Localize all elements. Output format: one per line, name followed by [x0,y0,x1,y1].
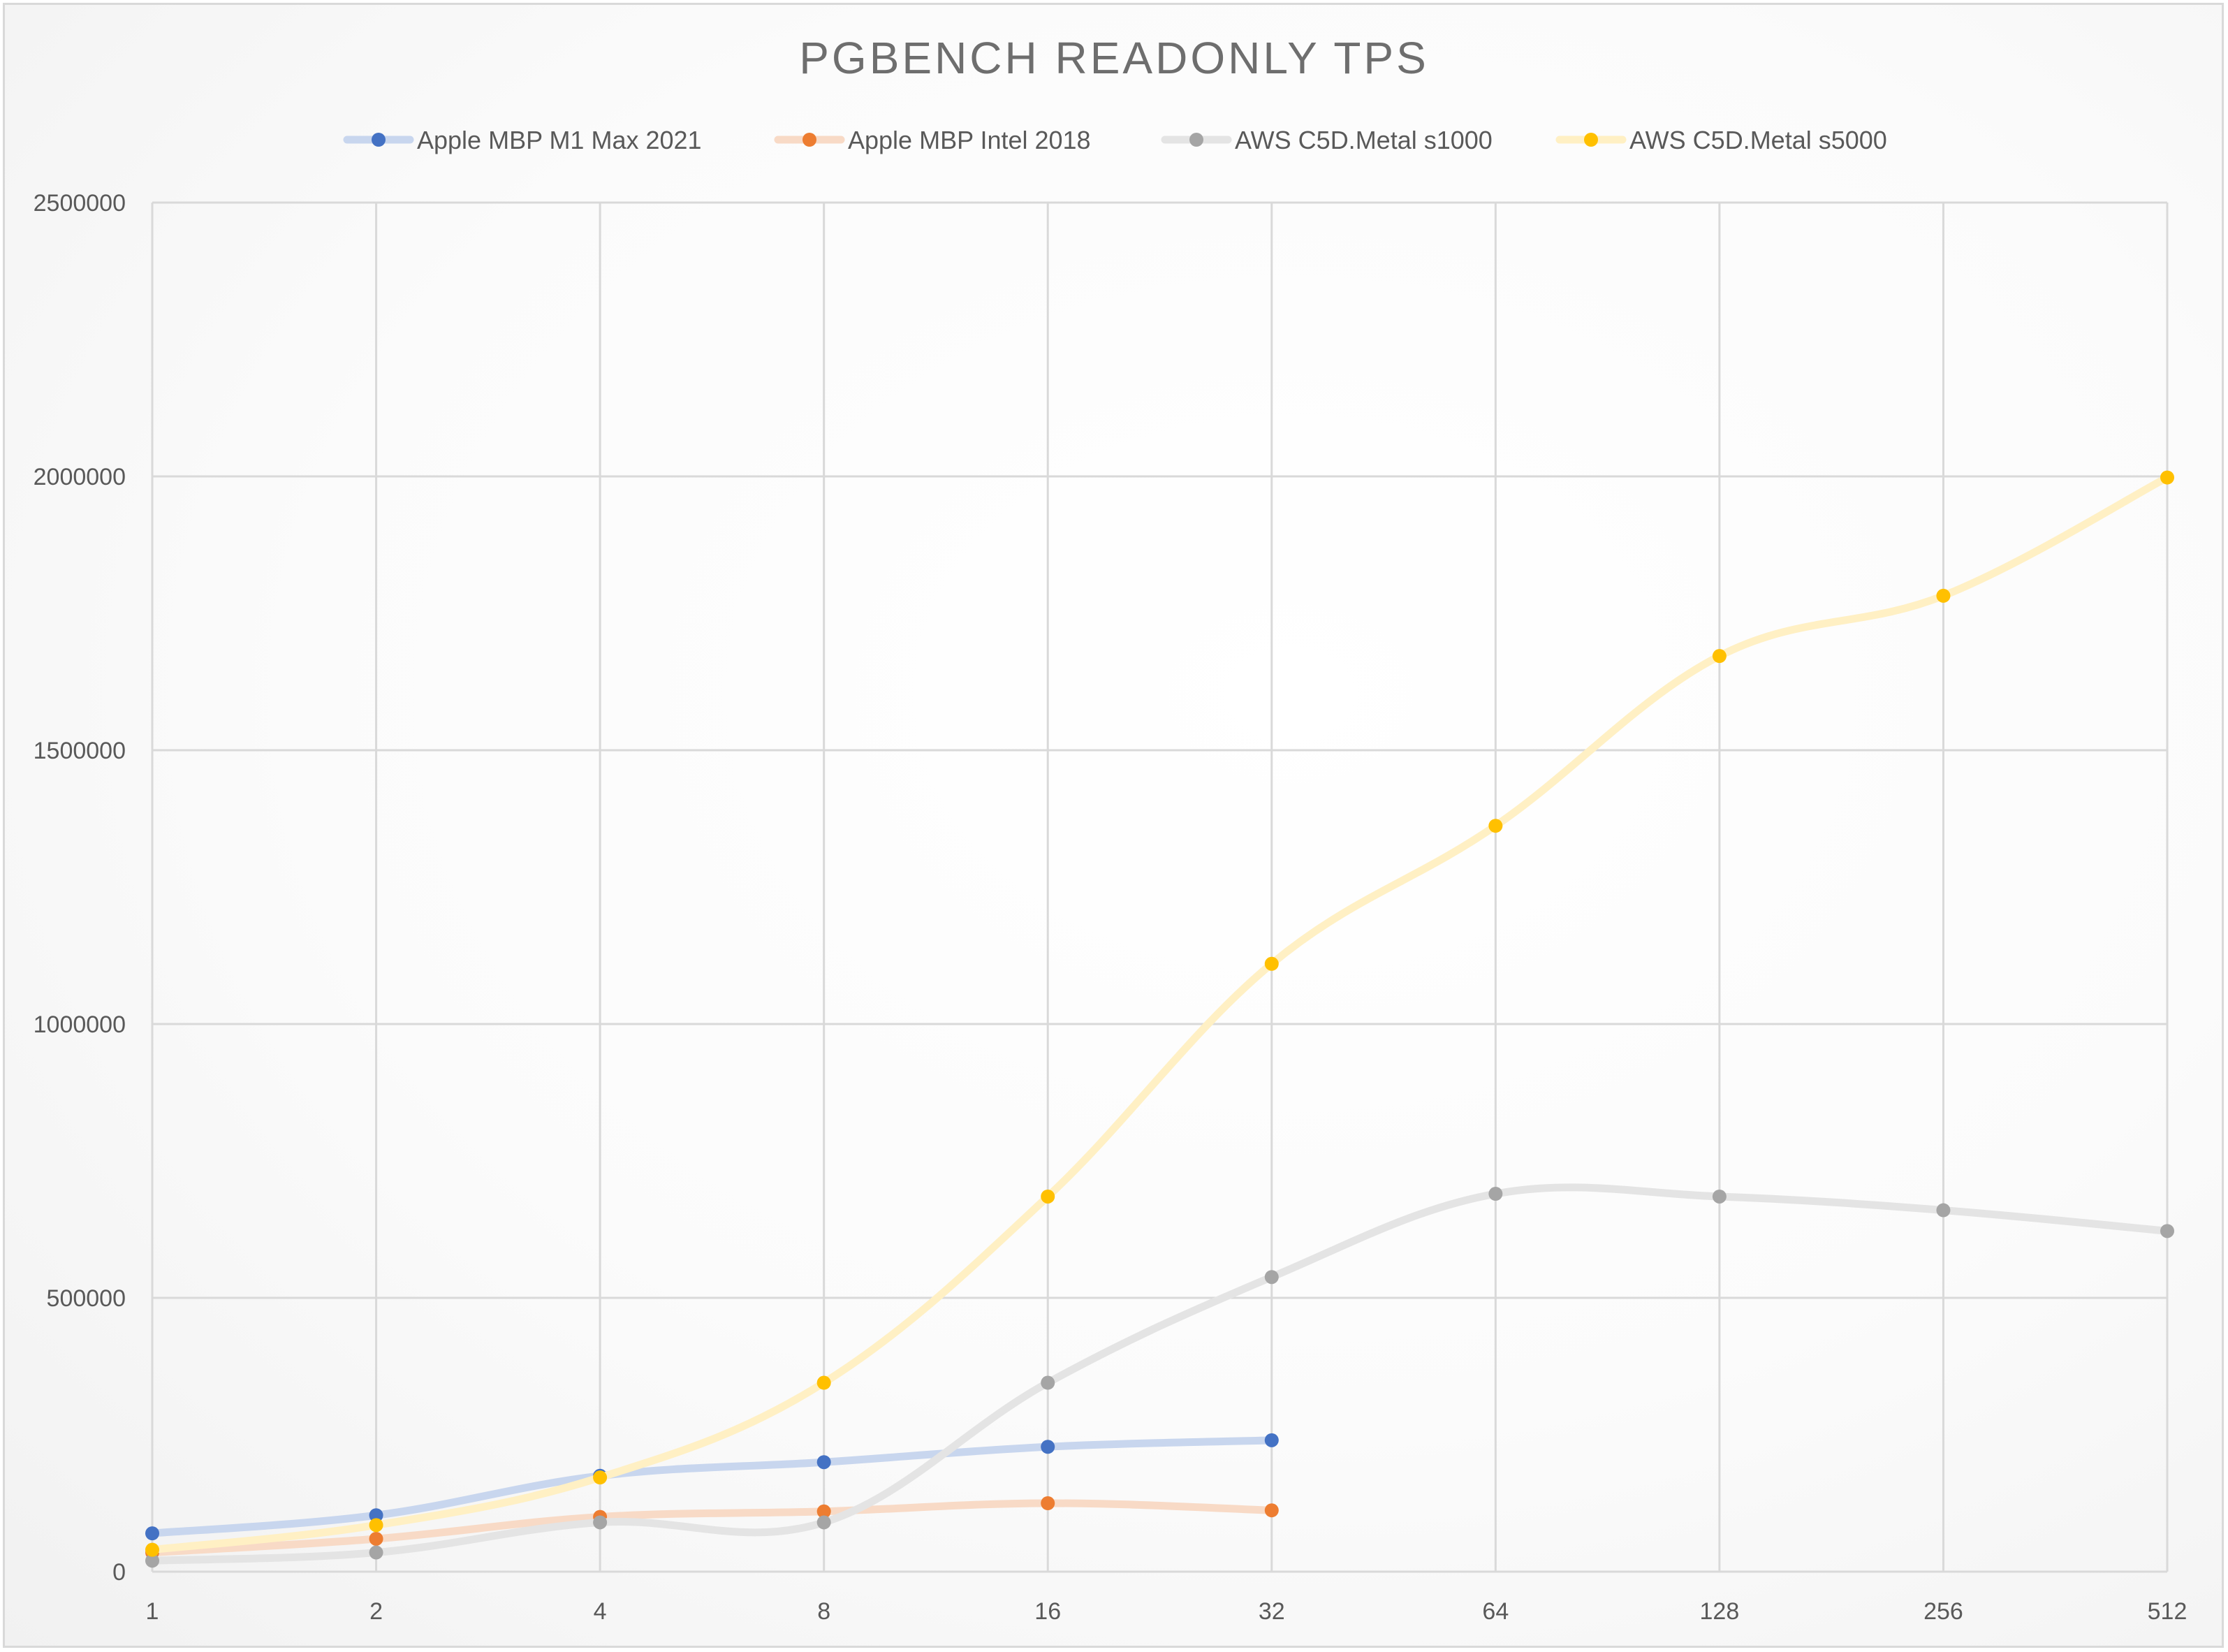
x-tick-label: 64 [1482,1598,1509,1625]
data-point [816,1455,831,1470]
series-line [148,1436,1276,1537]
legend-label: Apple MBP M1 Max 2021 [417,126,702,154]
data-point [1712,649,1727,664]
data-point [145,1542,159,1557]
y-axis: 0 500000 1000000 1500000 2000000 2500000 [34,190,126,1586]
data-point [1712,1189,1727,1204]
legend-item-aws-c5d-metal-s1000: AWS C5D.Metal s1000 [1161,126,1493,154]
x-tick-label: 16 [1034,1598,1061,1625]
series-group [145,470,2174,1568]
series-apple-mbp-m1-max-2021 [145,1433,1279,1541]
data-point [1041,1440,1055,1454]
legend-item-aws-c5d-metal-s5000: AWS C5D.Metal s5000 [1555,126,1887,154]
series-aws-c5d-metal-s5000 [145,470,2174,1557]
data-point [145,1554,159,1568]
data-point [1264,1270,1279,1285]
legend-marker [1584,133,1598,147]
y-tick-label: 1000000 [34,1011,126,1038]
data-point [816,1515,831,1530]
series-aws-c5d-metal-s1000 [145,1183,2174,1568]
legend-marker [1189,133,1203,147]
y-tick-label: 0 [112,1559,126,1586]
x-tick-label: 4 [594,1598,607,1625]
data-point [1264,1433,1279,1447]
data-point [369,1545,383,1560]
data-point [369,1531,383,1546]
x-tick-label: 32 [1259,1598,1285,1625]
y-tick-label: 1500000 [34,738,126,764]
data-point [2160,470,2174,485]
chart-title: PGBENCH READONLY TPS [799,33,1429,83]
data-point [593,1515,608,1530]
y-tick-label: 2000000 [34,464,126,490]
series-line [148,474,2171,1554]
data-point [1488,819,1503,833]
x-tick-label: 128 [1700,1598,1740,1625]
x-tick-label: 512 [2148,1598,2187,1625]
x-axis: 1 2 4 8 16 32 64 128 256 512 [146,1598,2187,1625]
legend: Apple MBP M1 Max 2021 Apple MBP Intel 201… [343,126,1887,154]
data-point [1041,1189,1055,1204]
data-point [593,1470,608,1485]
data-point [369,1518,383,1533]
legend-label: AWS C5D.Metal s5000 [1629,126,1887,154]
data-point [1264,1503,1279,1518]
x-tick-label: 8 [817,1598,830,1625]
data-point [816,1375,831,1390]
data-point [1936,588,1951,603]
data-point [145,1526,159,1541]
data-point [2160,1224,2174,1238]
legend-label: Apple MBP Intel 2018 [848,126,1091,154]
data-point [1041,1375,1055,1390]
y-tick-label: 500000 [47,1285,126,1312]
legend-marker [372,133,386,147]
y-tick-label: 2500000 [34,190,126,217]
legend-label: AWS C5D.Metal s1000 [1235,126,1493,154]
data-point [369,1508,383,1523]
chart-frame [3,3,2224,1648]
data-point [816,1504,831,1519]
x-tick-label: 256 [1923,1598,1963,1625]
data-point [1264,956,1279,971]
data-point [1488,1187,1503,1201]
data-point [1936,1203,1951,1218]
x-tick-label: 1 [146,1598,159,1625]
legend-item-apple-mbp-intel-2018: Apple MBP Intel 2018 [774,126,1091,154]
grid [151,201,2169,1573]
data-point [1041,1496,1055,1510]
legend-item-apple-mbp-m1-max-2021: Apple MBP M1 Max 2021 [343,126,702,154]
series-line [148,1183,2171,1565]
series-line [148,1499,1276,1557]
legend-marker [802,133,816,147]
x-tick-label: 2 [369,1598,383,1625]
